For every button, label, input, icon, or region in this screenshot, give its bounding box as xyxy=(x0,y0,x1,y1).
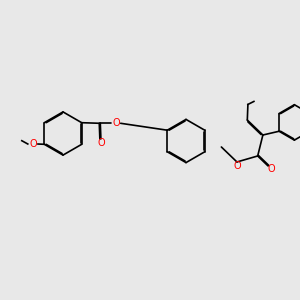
Text: O: O xyxy=(234,160,241,171)
Text: O: O xyxy=(29,139,37,149)
Text: O: O xyxy=(267,164,275,174)
Text: O: O xyxy=(112,118,120,128)
Text: O: O xyxy=(98,138,105,148)
